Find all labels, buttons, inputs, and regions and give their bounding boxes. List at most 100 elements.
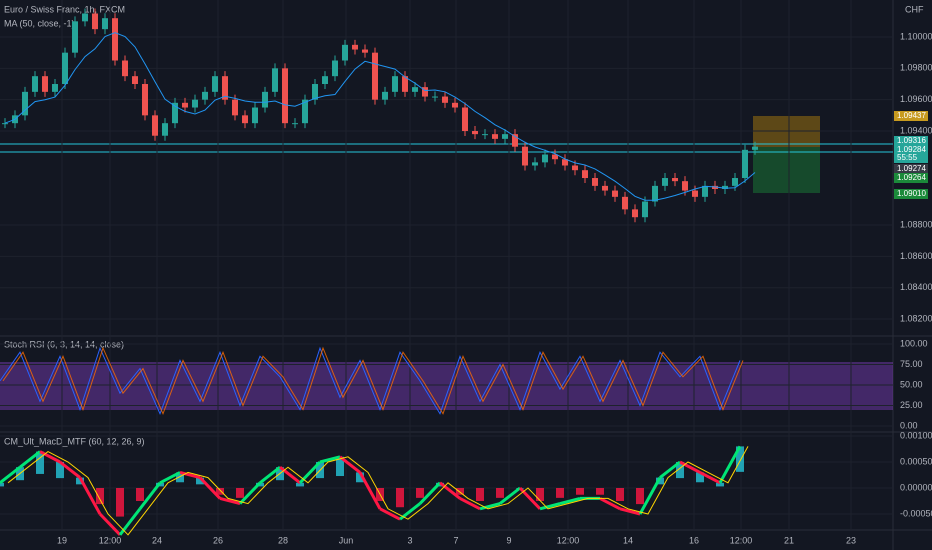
candle [552,154,558,160]
x-tick-label: 23 [846,535,856,545]
macd-line [619,507,641,516]
x-tick-label: 26 [213,535,223,545]
macd-line [179,470,201,480]
price-tag-label: 1.09264 [897,173,926,182]
price-tag-label: 1.09274 [897,164,926,173]
candle [172,102,178,124]
x-tick-label: 3 [407,535,412,545]
candle [742,149,748,179]
macd-line [279,466,301,484]
macd-line [638,476,662,515]
macd-histogram [636,488,644,505]
candle [412,87,418,92]
candle [162,123,168,136]
candle [572,165,578,171]
macd-line [358,471,382,510]
y-tick-label: 0.00000 [900,482,932,492]
macd-histogram [176,472,184,483]
x-tick-label: 28 [278,535,288,545]
macd-histogram [456,488,464,495]
y-tick-label: 1.09600 [900,94,932,104]
y-tick-label: 0.00050 [900,456,932,466]
macd-line [718,445,742,484]
candle [442,96,448,103]
candle [252,107,258,124]
macd-line [138,481,162,510]
candle [472,131,478,135]
macd-line [439,481,461,500]
price-tag [894,164,928,174]
candle [102,18,108,30]
candle [452,102,458,108]
macd-line [98,512,122,536]
macd-line [339,455,361,474]
x-tick-label: 9 [506,535,511,545]
candle [332,60,338,77]
candle [522,146,528,166]
macd-line [219,496,241,506]
macd-histogram [656,477,664,485]
macd-histogram [396,488,404,508]
y-tick-label: 100.00 [900,338,928,348]
candle [482,134,488,136]
macd-histogram [476,488,484,501]
candle [752,146,758,150]
price-tag-label: 1.09437 [897,111,926,120]
macd-line [319,455,341,464]
candle [592,178,598,186]
price-tag [894,111,928,121]
candle [352,44,358,50]
macd-line [19,450,41,469]
macd-histogram [296,482,304,487]
price-tag [894,153,928,163]
macd-histogram [616,488,624,501]
candle [242,115,248,124]
macd-histogram [696,472,704,483]
candle [652,185,658,202]
price-tag [894,173,928,183]
candle [182,102,188,108]
candle [192,99,198,108]
candle [732,178,738,186]
macd-line [659,460,681,479]
stoch-k [0,346,741,416]
macd-histogram [216,488,224,495]
candle [202,91,208,100]
macd-histogram [556,488,564,498]
candle [62,52,68,85]
macd-histogram [496,488,504,498]
macd-line [699,471,721,485]
candle [682,181,688,191]
macd-histogram [96,488,104,505]
macd-histogram [76,477,84,485]
candle [372,52,378,100]
candle [702,185,708,197]
candle [512,134,518,147]
y-tick-label: -0.00050 [900,508,932,518]
candle [82,13,88,22]
macd-line [499,486,521,505]
x-tick-label: 16 [689,535,699,545]
chart-title: Euro / Swiss Franc, 1h, FXCM [4,4,125,14]
macd-line [39,450,61,464]
candle [672,178,678,182]
candle [262,91,268,108]
macd-histogram [416,488,424,498]
macd-histogram [596,488,604,495]
moving-average [4,32,756,201]
macd-histogram [236,488,244,498]
x-tick-label: 12:00 [99,535,122,545]
macd-histogram [716,482,724,487]
macd-line [78,476,102,515]
macd-line [0,466,21,484]
price-tag-label: 55:55 [897,153,918,162]
y-tick-label: 1.09800 [900,63,932,73]
macd-histogram [0,482,4,487]
macd-line [238,481,262,505]
candle [122,60,128,77]
candle [582,170,588,179]
candle [302,99,308,124]
macd-line [539,502,561,511]
y-tick-label: 25.00 [900,400,923,410]
macd-histogram [36,451,44,474]
